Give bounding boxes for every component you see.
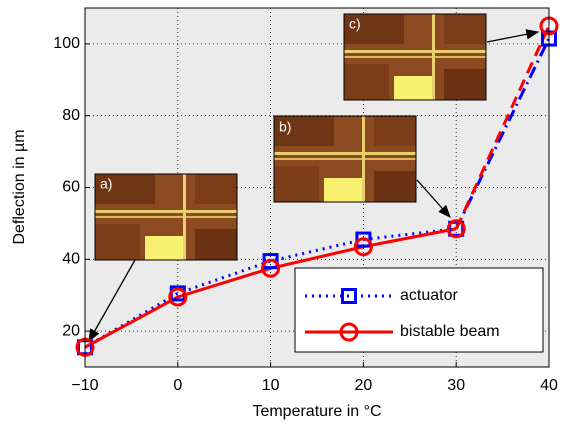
series-line (84, 227, 457, 349)
x-axis-label: Temperature in °C (252, 403, 381, 420)
inset-label: c) (349, 16, 361, 32)
y-tick-label: 20 (62, 322, 80, 339)
x-tick-label: 20 (355, 377, 373, 394)
x-tick-label: 10 (262, 377, 280, 394)
x-tick-label: −10 (71, 377, 98, 394)
y-axis-label: Deflection in µm (11, 129, 28, 244)
inset-a: a) (88, 173, 238, 343)
series-line-extension (454, 37, 551, 230)
marker (355, 231, 372, 248)
legend-box (294, 267, 544, 353)
marker (339, 322, 359, 342)
legend-label: bistable beam (400, 323, 500, 340)
y-tick-label: 60 (62, 179, 80, 196)
marker (261, 258, 281, 278)
legend-label: actuator (400, 287, 458, 304)
inset-label: a) (100, 176, 112, 192)
x-tick-label: 30 (447, 377, 465, 394)
y-tick-label: 80 (62, 107, 80, 124)
inset-label: b) (279, 119, 291, 135)
x-tick-label: 0 (173, 377, 182, 394)
marker (446, 219, 466, 239)
plot-frame (84, 7, 550, 368)
inset-c: c) (343, 13, 540, 101)
marker (262, 253, 279, 270)
x-tick-label: 40 (540, 377, 558, 394)
marker (353, 237, 373, 257)
marker (341, 288, 357, 304)
y-tick-label: 40 (62, 251, 80, 268)
y-tick-label: 100 (53, 35, 80, 52)
inset-b: b) (273, 115, 451, 218)
marker (168, 287, 188, 307)
